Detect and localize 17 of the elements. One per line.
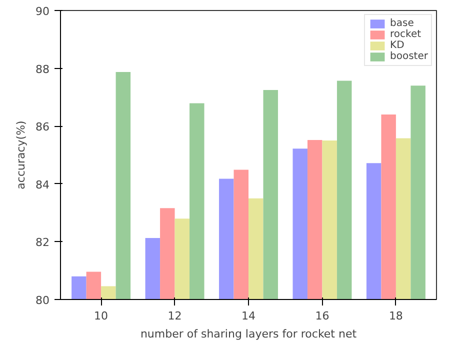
y-tick-label: 84 [36,178,50,192]
y-tick-label: 82 [36,236,50,250]
y-tick-label: 90 [36,5,50,18]
legend-label: KD [390,40,406,51]
legend-label: base [390,18,414,29]
y-axis-title: accuracy(%) [14,120,28,190]
x-tick-label: 14 [242,310,256,322]
x-tick-label: 18 [388,310,403,322]
legend-label: rocket [390,29,422,40]
x-tick-label: 16 [315,310,330,322]
y-tick-label: 88 [36,62,50,76]
x-tick-label: 10 [94,310,108,322]
y-tick-label: 86 [36,120,50,134]
x-axis-title: number of sharing layers for rocket net [140,328,358,340]
y-tick-label: 80 [36,294,50,307]
legend-label: booster [390,51,428,62]
x-tick-label: 12 [168,310,182,322]
